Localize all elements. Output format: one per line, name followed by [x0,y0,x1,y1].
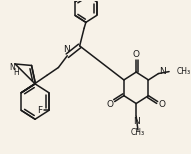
Text: N: N [10,63,15,72]
Text: N: N [63,45,70,54]
Text: CH₃: CH₃ [131,128,145,137]
Text: N: N [133,117,140,126]
Text: N: N [159,67,166,76]
Text: O: O [133,50,140,59]
Text: CH₃: CH₃ [176,67,190,76]
Text: O: O [159,100,166,109]
Text: F: F [37,106,43,115]
Text: H: H [13,68,19,77]
Text: O: O [107,100,114,109]
